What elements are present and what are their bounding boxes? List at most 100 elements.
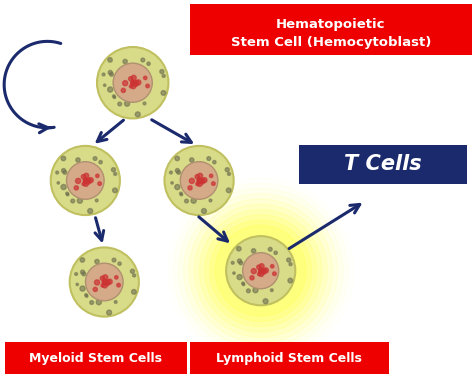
Ellipse shape — [189, 199, 333, 343]
Ellipse shape — [63, 171, 67, 174]
Ellipse shape — [180, 162, 218, 199]
Ellipse shape — [260, 268, 264, 273]
Ellipse shape — [262, 268, 266, 273]
Ellipse shape — [135, 112, 140, 117]
Ellipse shape — [87, 180, 91, 184]
Ellipse shape — [197, 179, 201, 183]
Ellipse shape — [259, 272, 264, 276]
Ellipse shape — [70, 247, 139, 317]
Ellipse shape — [75, 178, 81, 183]
FancyBboxPatch shape — [299, 145, 467, 184]
Ellipse shape — [95, 199, 98, 202]
Ellipse shape — [215, 225, 306, 316]
Ellipse shape — [88, 177, 93, 183]
Ellipse shape — [109, 73, 113, 76]
Ellipse shape — [103, 84, 106, 86]
Ellipse shape — [262, 271, 265, 274]
Ellipse shape — [170, 171, 173, 174]
Ellipse shape — [188, 186, 192, 190]
Ellipse shape — [80, 258, 85, 262]
Ellipse shape — [270, 289, 273, 291]
Ellipse shape — [164, 146, 234, 215]
Ellipse shape — [197, 179, 201, 183]
Ellipse shape — [83, 179, 87, 183]
Ellipse shape — [143, 102, 146, 105]
Ellipse shape — [83, 178, 88, 183]
Ellipse shape — [62, 168, 66, 173]
Ellipse shape — [171, 182, 173, 184]
Ellipse shape — [201, 178, 205, 183]
Ellipse shape — [121, 88, 126, 92]
Ellipse shape — [97, 47, 168, 118]
Ellipse shape — [106, 280, 110, 284]
Ellipse shape — [93, 287, 97, 291]
Ellipse shape — [102, 73, 105, 76]
Ellipse shape — [161, 91, 166, 95]
Ellipse shape — [251, 249, 256, 253]
Ellipse shape — [257, 265, 261, 269]
Text: Lymphoid Stem Cells: Lymphoid Stem Cells — [216, 352, 362, 365]
Ellipse shape — [99, 161, 102, 164]
Ellipse shape — [228, 173, 230, 176]
Ellipse shape — [102, 280, 107, 284]
Ellipse shape — [237, 274, 242, 280]
Ellipse shape — [250, 276, 254, 280]
Ellipse shape — [84, 178, 88, 182]
Ellipse shape — [113, 96, 116, 99]
Ellipse shape — [128, 77, 133, 81]
Ellipse shape — [71, 199, 74, 203]
Ellipse shape — [114, 300, 117, 303]
Ellipse shape — [131, 82, 135, 86]
Ellipse shape — [253, 288, 258, 293]
Ellipse shape — [76, 158, 80, 162]
Text: Stem Cell (Hemocytoblast): Stem Cell (Hemocytoblast) — [231, 36, 431, 49]
FancyBboxPatch shape — [190, 4, 472, 55]
Ellipse shape — [66, 162, 104, 199]
Ellipse shape — [201, 180, 204, 184]
Ellipse shape — [200, 209, 322, 332]
Ellipse shape — [74, 186, 78, 190]
Ellipse shape — [175, 185, 180, 190]
Ellipse shape — [113, 63, 152, 102]
Ellipse shape — [195, 174, 200, 179]
Ellipse shape — [130, 80, 135, 85]
Ellipse shape — [85, 294, 87, 296]
Ellipse shape — [175, 156, 180, 161]
Ellipse shape — [108, 87, 113, 92]
Ellipse shape — [82, 272, 86, 276]
Ellipse shape — [132, 290, 136, 294]
Ellipse shape — [131, 82, 134, 85]
Ellipse shape — [102, 281, 107, 285]
Ellipse shape — [160, 70, 164, 74]
Ellipse shape — [83, 179, 88, 183]
Ellipse shape — [239, 261, 243, 265]
Ellipse shape — [258, 268, 263, 273]
Ellipse shape — [289, 263, 292, 266]
Ellipse shape — [112, 258, 116, 262]
Ellipse shape — [96, 174, 99, 177]
Ellipse shape — [66, 193, 69, 196]
Ellipse shape — [211, 182, 215, 185]
Ellipse shape — [268, 247, 272, 251]
Ellipse shape — [205, 215, 317, 327]
Ellipse shape — [123, 80, 128, 86]
Ellipse shape — [259, 264, 264, 269]
Ellipse shape — [113, 188, 117, 193]
Ellipse shape — [107, 310, 111, 315]
Ellipse shape — [77, 198, 82, 203]
Ellipse shape — [273, 272, 276, 276]
Ellipse shape — [226, 236, 295, 305]
Ellipse shape — [57, 182, 59, 184]
Ellipse shape — [66, 192, 68, 195]
Ellipse shape — [131, 84, 136, 89]
Ellipse shape — [287, 258, 291, 262]
Ellipse shape — [189, 178, 194, 183]
Ellipse shape — [108, 58, 112, 62]
Ellipse shape — [210, 174, 213, 177]
Ellipse shape — [93, 157, 97, 161]
Ellipse shape — [191, 198, 196, 203]
Ellipse shape — [136, 80, 141, 85]
Ellipse shape — [251, 268, 256, 274]
Ellipse shape — [102, 281, 106, 284]
Ellipse shape — [242, 283, 245, 286]
